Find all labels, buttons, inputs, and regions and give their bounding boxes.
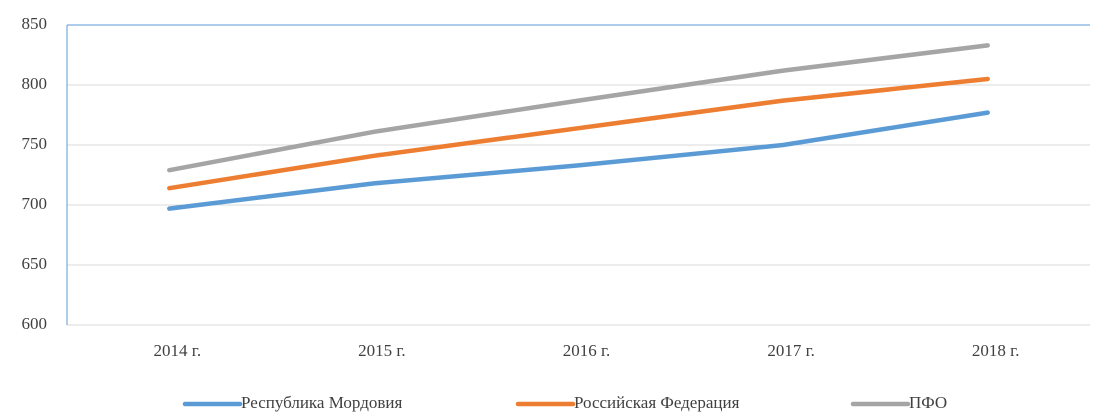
legend-label: Республика Мордовия bbox=[241, 393, 402, 412]
y-tick-label: 850 bbox=[22, 14, 48, 33]
y-tick-label: 800 bbox=[22, 74, 48, 93]
series-line bbox=[167, 76, 990, 191]
x-tick-label: 2018 г. bbox=[972, 341, 1020, 360]
x-tick-label: 2015 г. bbox=[358, 341, 406, 360]
x-tick-label: 2014 г. bbox=[154, 341, 202, 360]
legend-label: ПФО bbox=[909, 393, 947, 412]
x-tick-label: 2017 г. bbox=[767, 341, 815, 360]
y-tick-label: 700 bbox=[22, 194, 48, 213]
y-tick-label: 650 bbox=[22, 254, 48, 273]
series-line bbox=[167, 110, 990, 211]
x-tick-label: 2016 г. bbox=[563, 341, 611, 360]
y-tick-label: 600 bbox=[22, 314, 48, 333]
y-tick-label: 750 bbox=[22, 134, 48, 153]
series-line bbox=[167, 43, 990, 173]
legend-label: Российская Федерация bbox=[574, 393, 740, 412]
